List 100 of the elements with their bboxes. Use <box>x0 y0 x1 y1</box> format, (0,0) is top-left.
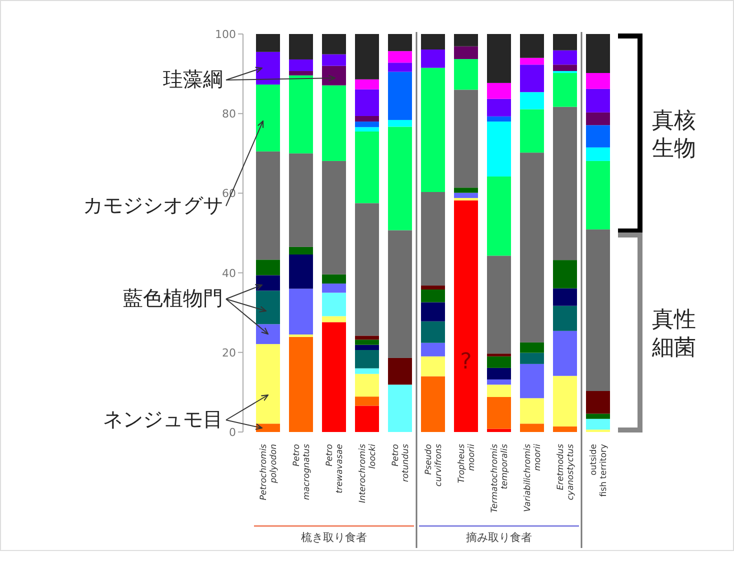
bar <box>487 396 511 429</box>
bar <box>322 292 346 316</box>
bar <box>289 75 313 154</box>
bar <box>487 384 511 397</box>
text: 真核生物 <box>652 108 696 162</box>
bar <box>421 321 445 343</box>
bar <box>487 116 511 122</box>
bar <box>520 152 544 342</box>
bar <box>421 376 445 432</box>
bar <box>487 356 511 368</box>
bar <box>520 34 544 58</box>
bar <box>553 376 577 426</box>
bar <box>553 288 577 306</box>
bar <box>289 334 313 337</box>
bar <box>454 192 478 198</box>
text: 真性細菌 <box>651 308 696 360</box>
annotation: ネンジュモ目 <box>103 407 223 431</box>
bar <box>421 50 445 68</box>
bar <box>421 290 445 302</box>
bar <box>388 34 412 52</box>
bar <box>388 384 412 432</box>
bar <box>388 72 412 120</box>
bar <box>553 50 577 65</box>
bar <box>421 302 445 322</box>
bar <box>487 354 511 356</box>
bar <box>553 426 577 432</box>
bar <box>388 62 412 72</box>
bar <box>586 160 610 230</box>
bar <box>421 34 445 50</box>
bar <box>487 428 511 432</box>
bar <box>388 358 412 385</box>
bar <box>487 82 511 99</box>
bar <box>388 51 412 63</box>
bar <box>553 306 577 331</box>
bar <box>520 424 544 432</box>
bar <box>520 364 544 398</box>
bar <box>322 85 346 161</box>
bar <box>322 160 346 274</box>
bar <box>355 336 379 340</box>
bar <box>586 414 610 419</box>
bar <box>289 336 313 432</box>
bar <box>586 112 610 126</box>
bar <box>487 176 511 256</box>
bar <box>388 120 412 127</box>
bar <box>421 356 445 376</box>
bar <box>289 59 313 72</box>
bar <box>289 254 313 289</box>
bar <box>487 34 511 83</box>
bar <box>355 132 379 204</box>
y-tick-label: 80 <box>222 108 236 121</box>
bar <box>586 88 610 112</box>
bar <box>355 203 379 336</box>
bar <box>520 58 544 65</box>
bar <box>586 73 610 89</box>
bar <box>553 106 577 260</box>
bar <box>520 352 544 364</box>
y-tick-label: 20 <box>222 346 236 360</box>
bar <box>289 246 313 254</box>
bar <box>520 92 544 110</box>
bar <box>454 198 478 200</box>
bar <box>487 98 511 116</box>
bar <box>256 84 280 152</box>
bar <box>487 379 511 385</box>
bar <box>289 71 313 76</box>
bar <box>586 391 610 414</box>
bar <box>586 125 610 148</box>
bar <box>421 68 445 192</box>
bar <box>355 374 379 397</box>
text: カモジシオグサ <box>83 193 223 217</box>
bar <box>256 151 280 260</box>
bar <box>256 424 280 432</box>
bar <box>355 368 379 374</box>
bar <box>322 54 346 66</box>
bar <box>586 147 610 161</box>
x-tick-label: Petrochromis polyodon <box>259 443 279 500</box>
bar <box>322 66 346 86</box>
bar <box>586 418 610 430</box>
bar <box>355 350 379 368</box>
bar <box>355 344 379 350</box>
bar <box>355 340 379 345</box>
bar <box>256 290 280 324</box>
bar <box>355 406 379 432</box>
bar <box>586 229 610 392</box>
bar <box>256 34 280 52</box>
bar <box>454 90 478 188</box>
y-tick-label: 40 <box>222 266 236 280</box>
bar <box>256 324 280 344</box>
bar <box>487 256 511 354</box>
bar <box>520 109 544 153</box>
bar <box>289 288 313 334</box>
bar <box>322 322 346 432</box>
bar <box>454 46 478 60</box>
bar <box>289 153 313 247</box>
bar <box>454 34 478 46</box>
bar <box>256 52 280 85</box>
bar <box>322 274 346 284</box>
bar <box>322 34 346 54</box>
text: 藍色植物門 <box>123 286 223 310</box>
bar <box>553 64 577 72</box>
bar <box>520 398 544 424</box>
